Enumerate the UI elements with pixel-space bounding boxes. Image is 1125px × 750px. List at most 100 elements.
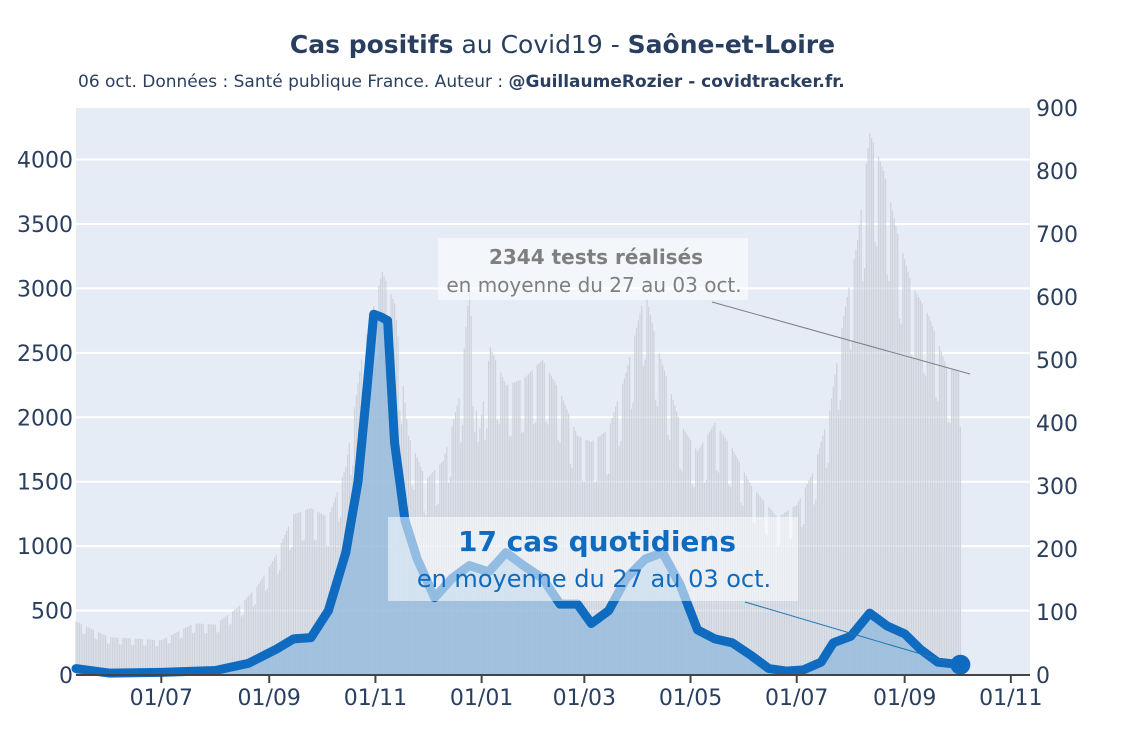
tests-bar (945, 366, 948, 675)
tests-bar (268, 566, 270, 675)
tests-bar (867, 148, 869, 675)
tests-bar (306, 509, 309, 675)
tests-bar (465, 327, 467, 675)
tests-bar (883, 171, 885, 675)
tests-annotation-arrow (711, 301, 971, 375)
tests-bar (928, 315, 930, 675)
tests-bar (801, 526, 803, 675)
tests-bar (806, 483, 808, 675)
tests-bar (870, 137, 873, 676)
tests-bar (830, 398, 833, 675)
tests-bar (872, 142, 874, 675)
tests-bar (301, 540, 303, 675)
cases-area-fill (76, 314, 961, 675)
tests-bar (491, 351, 493, 675)
tests-bar (958, 371, 960, 675)
tests-bar (214, 624, 216, 675)
tests-bar (921, 303, 923, 675)
x-tick-label: 01/09 (873, 686, 936, 711)
tests-bar (122, 637, 124, 675)
tests-bar (226, 615, 229, 675)
tests-bar (808, 480, 810, 675)
tests-bar (313, 539, 316, 675)
tests-bar (907, 271, 909, 675)
tests-bar (935, 397, 937, 675)
y-left-tick-label: 4000 (17, 149, 73, 174)
tests-bar (284, 534, 286, 675)
tests-bar (923, 372, 925, 675)
y-right-tick-label: 700 (1036, 223, 1078, 248)
tests-bar (658, 353, 660, 675)
tests-bar (909, 278, 911, 675)
tests-bar (837, 409, 840, 675)
tests-bar (844, 306, 847, 675)
tests-bar (146, 639, 148, 675)
tests-bar (162, 639, 164, 675)
tests-bar (905, 265, 908, 675)
tests-bar (289, 549, 291, 675)
tests-bar (628, 357, 631, 675)
tests-bar (192, 633, 194, 675)
tests-bar (151, 639, 154, 675)
tests-bar (186, 626, 189, 675)
tests-bar (256, 586, 258, 675)
x-tick-label: 01/07 (765, 686, 828, 711)
tests-bar (251, 592, 253, 675)
tests-bar (933, 331, 935, 675)
tests-bar (639, 313, 641, 675)
tests-bar (858, 225, 861, 675)
tests-bar (75, 621, 77, 675)
y-left-tick-label: 2500 (17, 342, 73, 367)
tests-bar (131, 644, 133, 675)
tests-bar (874, 242, 876, 675)
tests-bar (118, 644, 121, 675)
tests-bar (912, 357, 914, 675)
tests-bar (239, 605, 241, 675)
chart-title-part-2: au Covid19 - (453, 30, 628, 59)
tests-bar (164, 638, 166, 675)
tests-bar (949, 423, 951, 675)
tests-bar (92, 629, 95, 675)
tests-bar (308, 508, 310, 675)
tests-bar (900, 323, 902, 675)
tests-bar (110, 637, 112, 675)
tests-bar (860, 209, 862, 675)
tests-bar (202, 623, 204, 675)
tests-bar (207, 624, 209, 675)
tests-bar (938, 346, 941, 675)
tests-bar (94, 638, 96, 675)
tests-bar (646, 298, 648, 675)
tests-bar (193, 632, 195, 675)
tests-bar (106, 643, 108, 675)
cases-annotation-arrow (744, 601, 951, 664)
tests-bar (493, 355, 495, 675)
tests-bar (263, 575, 265, 675)
x-tick-label: 01/09 (238, 686, 301, 711)
tests-bar (855, 249, 857, 675)
tests-bar (228, 624, 230, 675)
y-left-tick-label: 1500 (17, 471, 73, 496)
tests-bar (287, 526, 289, 675)
tests-bar (926, 312, 928, 675)
tests-bar (279, 570, 281, 675)
y-left-tick-label: 1000 (17, 535, 73, 560)
tests-bar (85, 626, 88, 675)
tests-bar (125, 638, 128, 675)
tests-annotation-box (438, 238, 748, 300)
tests-bar (280, 543, 283, 675)
tests-bar (225, 616, 227, 675)
tests-bar (942, 356, 944, 675)
tests-bar (843, 315, 845, 675)
tests-bar (108, 644, 110, 675)
tests-bar (136, 638, 138, 675)
tests-bar (930, 320, 932, 675)
tests-bar (178, 631, 180, 675)
tests-bar (827, 463, 829, 675)
x-tick-label: 01/05 (659, 686, 722, 711)
chart-title-part-1: Cas positifs (289, 30, 454, 59)
tests-annotation-subtitle: en moyenne du 27 au 03 oct. (446, 273, 741, 297)
tests-bar (911, 354, 913, 675)
tests-bar (232, 611, 234, 675)
tests-bar (117, 637, 119, 675)
tests-bar (78, 623, 81, 675)
